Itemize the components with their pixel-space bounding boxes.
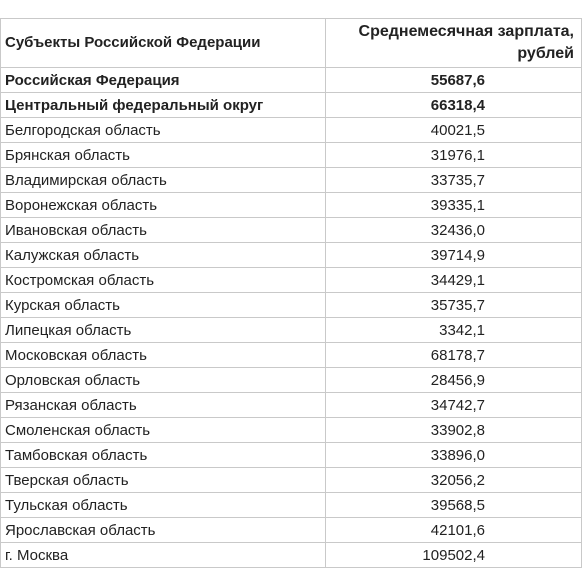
region-name-cell: Рязанская область [0,392,326,418]
table-row: Владимирская область 33735,7 [0,167,582,193]
salary-table-container: Субъекты Российской Федерации Среднемеся… [0,18,587,568]
region-name-cell: Липецкая область [0,317,326,343]
salary-value-cell: 32436,0 [325,217,582,243]
salary-value-cell: 109502,4 [325,542,582,568]
table-row: Ивановская область 32436,0 [0,217,582,243]
salary-value-cell: 33902,8 [325,417,582,443]
region-name-cell: Московская область [0,342,326,368]
table-row: Центральный федеральный округ 66318,4 [0,92,582,118]
region-name-cell: Смоленская область [0,417,326,443]
table-row: Костромская область 34429,1 [0,267,582,293]
region-name-cell: Белгородская область [0,117,326,143]
table-row: г. Москва 109502,4 [0,542,582,568]
region-name-cell: Тамбовская область [0,442,326,468]
salary-table: Субъекты Российской Федерации Среднемеся… [0,18,582,568]
table-body: Российская Федерация 55687,6 Центральный ф… [0,67,582,568]
table-row: Калужская область 39714,9 [0,242,582,268]
region-name-cell: Костромская область [0,267,326,293]
salary-value-cell: 31976,1 [325,142,582,168]
salary-value-cell: 33735,7 [325,167,582,193]
region-name-cell: Воронежская область [0,192,326,218]
region-name-cell: Курская область [0,292,326,318]
salary-value-cell: 39335,1 [325,192,582,218]
salary-value-cell: 68178,7 [325,342,582,368]
salary-value-cell: 39714,9 [325,242,582,268]
salary-value-cell: 28456,9 [325,367,582,393]
header-region: Субъекты Российской Федерации [0,18,326,68]
salary-value-cell: 34742,7 [325,392,582,418]
region-name-cell: Российская Федерация [0,67,326,93]
table-row: Белгородская область 40021,5 [0,117,582,143]
region-name-cell: Брянская область [0,142,326,168]
table-row: Рязанская область 34742,7 [0,392,582,418]
table-row: Липецкая область 3342,1 [0,317,582,343]
salary-value-cell: 34429,1 [325,267,582,293]
table-header-row: Субъекты Российской Федерации Среднемеся… [0,18,582,68]
region-name-cell: Центральный федеральный округ [0,92,326,118]
table-row: Орловская область 28456,9 [0,367,582,393]
table-row: Брянская область 31976,1 [0,142,582,168]
region-name-cell: Орловская область [0,367,326,393]
region-name-cell: Ярославская область [0,517,326,543]
table-row: Воронежская область 39335,1 [0,192,582,218]
salary-value-cell: 55687,6 [325,67,582,93]
table-row: Ярославская область 42101,6 [0,517,582,543]
region-name-cell: Тверская область [0,467,326,493]
region-name-cell: Калужская область [0,242,326,268]
table-row: Смоленская область 33902,8 [0,417,582,443]
salary-value-cell: 66318,4 [325,92,582,118]
salary-value-cell: 32056,2 [325,467,582,493]
salary-value-cell: 33896,0 [325,442,582,468]
region-name-cell: г. Москва [0,542,326,568]
table-row: Московская область 68178,7 [0,342,582,368]
table-row: Российская Федерация 55687,6 [0,67,582,93]
salary-value-cell: 35735,7 [325,292,582,318]
region-name-cell: Тульская область [0,492,326,518]
table-row: Тамбовская область 33896,0 [0,442,582,468]
region-name-cell: Ивановская область [0,217,326,243]
salary-value-cell: 42101,6 [325,517,582,543]
table-row: Тверская область 32056,2 [0,467,582,493]
salary-value-cell: 3342,1 [325,317,582,343]
region-name-cell: Владимирская область [0,167,326,193]
salary-value-cell: 40021,5 [325,117,582,143]
header-salary: Среднемесячная зарплата, рублей [325,18,582,68]
table-row: Тульская область 39568,5 [0,492,582,518]
header-salary-label: Среднемесячная зарплата, рублей [358,23,574,62]
salary-value-cell: 39568,5 [325,492,582,518]
table-row: Курская область 35735,7 [0,292,582,318]
